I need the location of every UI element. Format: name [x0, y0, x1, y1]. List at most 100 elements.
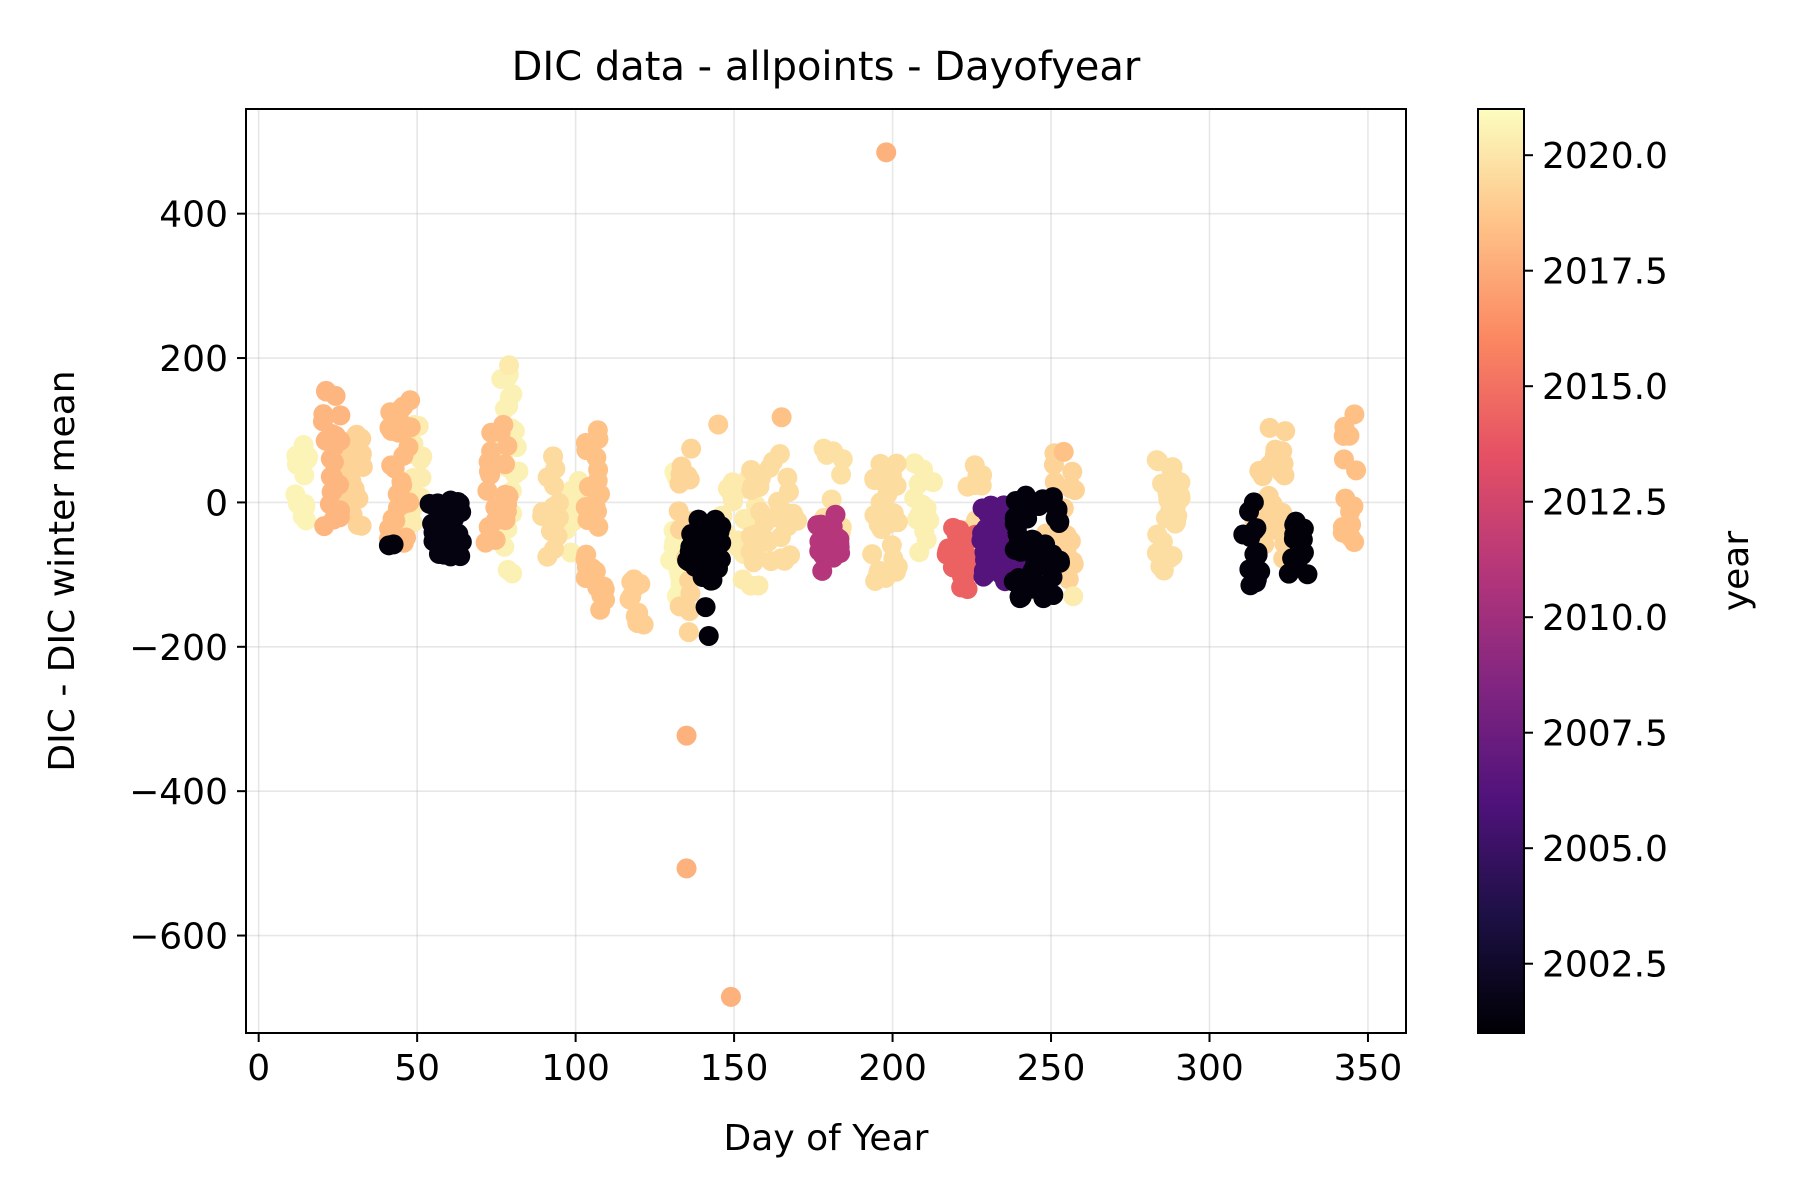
data-point [887, 556, 908, 577]
colorbar-tick-label: 2012.5 [1542, 483, 1668, 524]
data-point [590, 484, 611, 505]
x-tick-label: 350 [1334, 1048, 1403, 1089]
data-point [499, 355, 520, 376]
colorbar-tick-label: 2020.0 [1542, 136, 1668, 177]
data-point [812, 560, 833, 581]
data-point [479, 452, 500, 473]
y-axis-label: DIC - DIC winter mean [42, 370, 83, 771]
y-tick-label: −400 [129, 772, 228, 813]
data-point [548, 492, 569, 513]
data-point [478, 517, 499, 538]
data-point [537, 546, 558, 567]
data-point [740, 526, 761, 547]
data-point [329, 507, 350, 528]
colorbar-gradient [1477, 108, 1525, 1034]
data-point [1332, 522, 1353, 543]
data-point [676, 858, 697, 879]
colorbar: 2002.5 2005.0 2007.5 2010.0 2012.5 2015.0 2017… [1477, 108, 1757, 1034]
data-point [411, 467, 432, 488]
x-axis: 0 50 100 150 200 250 300 350 [247, 1033, 1402, 1089]
data-point [497, 435, 518, 456]
data-point [498, 396, 519, 417]
data-point [915, 503, 936, 524]
data-point [825, 504, 846, 525]
data-point [831, 464, 852, 485]
x-axis-label: Day of Year [724, 1118, 929, 1159]
data-point [909, 542, 930, 563]
data-point [762, 451, 783, 472]
data-point [1034, 539, 1055, 560]
data-point [780, 545, 801, 566]
data-point [778, 481, 799, 502]
data-point [1266, 453, 1287, 474]
colorbar-tick-label: 2002.5 [1542, 945, 1668, 986]
data-point [980, 495, 1001, 516]
data-point [410, 449, 431, 470]
data-point [883, 503, 904, 524]
data-point [876, 142, 897, 163]
data-point [351, 443, 372, 464]
data-point [722, 487, 743, 508]
data-point [391, 398, 412, 419]
colorbar-tick-label: 2010.0 [1542, 598, 1668, 639]
data-point [708, 414, 729, 435]
data-point [1249, 460, 1270, 481]
data-point [821, 489, 842, 510]
y-tick-label: 200 [159, 339, 228, 380]
data-point [423, 514, 444, 535]
data-point [904, 453, 925, 474]
data-point [448, 523, 469, 544]
data-point [316, 380, 337, 401]
data-points [285, 142, 1367, 1007]
y-tick-label: 0 [205, 483, 228, 524]
data-point [398, 437, 419, 458]
data-point [1170, 488, 1191, 509]
y-tick-label: −600 [129, 917, 228, 958]
data-point [1259, 417, 1280, 438]
data-point [395, 417, 416, 438]
data-point [502, 563, 523, 584]
data-point [1297, 564, 1318, 585]
data-point [1032, 489, 1053, 510]
x-tick-label: 300 [1175, 1048, 1244, 1089]
data-point [865, 570, 886, 591]
chart-title: DIC data - allpoints - Dayofyear [512, 44, 1141, 90]
colorbar-tick-label: 2015.0 [1542, 367, 1668, 408]
data-point [698, 625, 719, 646]
data-point [625, 606, 646, 627]
y-axis: −600 −400 −200 0 200 400 [129, 195, 246, 958]
x-tick-label: 50 [394, 1048, 440, 1089]
data-point [625, 576, 646, 597]
data-point [540, 521, 561, 542]
data-point [387, 497, 408, 518]
data-point [1346, 460, 1367, 481]
data-point [980, 538, 1001, 559]
data-point [1246, 572, 1267, 593]
data-point [972, 523, 993, 544]
data-point [816, 444, 837, 465]
data-point [669, 596, 690, 617]
data-point [823, 547, 844, 568]
data-point [1148, 451, 1169, 472]
data-point [681, 438, 702, 459]
data-point [818, 526, 839, 547]
colorbar-tick-label: 2007.5 [1542, 714, 1668, 755]
data-point [323, 452, 344, 473]
data-point [537, 467, 558, 488]
data-point [314, 516, 335, 537]
data-point [298, 446, 319, 467]
data-point [732, 569, 753, 590]
x-tick-label: 0 [247, 1048, 270, 1089]
data-point [575, 497, 596, 518]
data-point [1240, 527, 1261, 548]
data-point [1162, 546, 1183, 567]
data-point [1063, 586, 1084, 607]
data-point [1334, 416, 1355, 437]
data-point [378, 535, 399, 556]
data-point [576, 544, 597, 565]
data-point [832, 449, 853, 470]
data-point [1049, 511, 1070, 532]
x-tick-label: 200 [858, 1048, 927, 1089]
data-point [698, 553, 719, 574]
data-point [770, 527, 791, 548]
